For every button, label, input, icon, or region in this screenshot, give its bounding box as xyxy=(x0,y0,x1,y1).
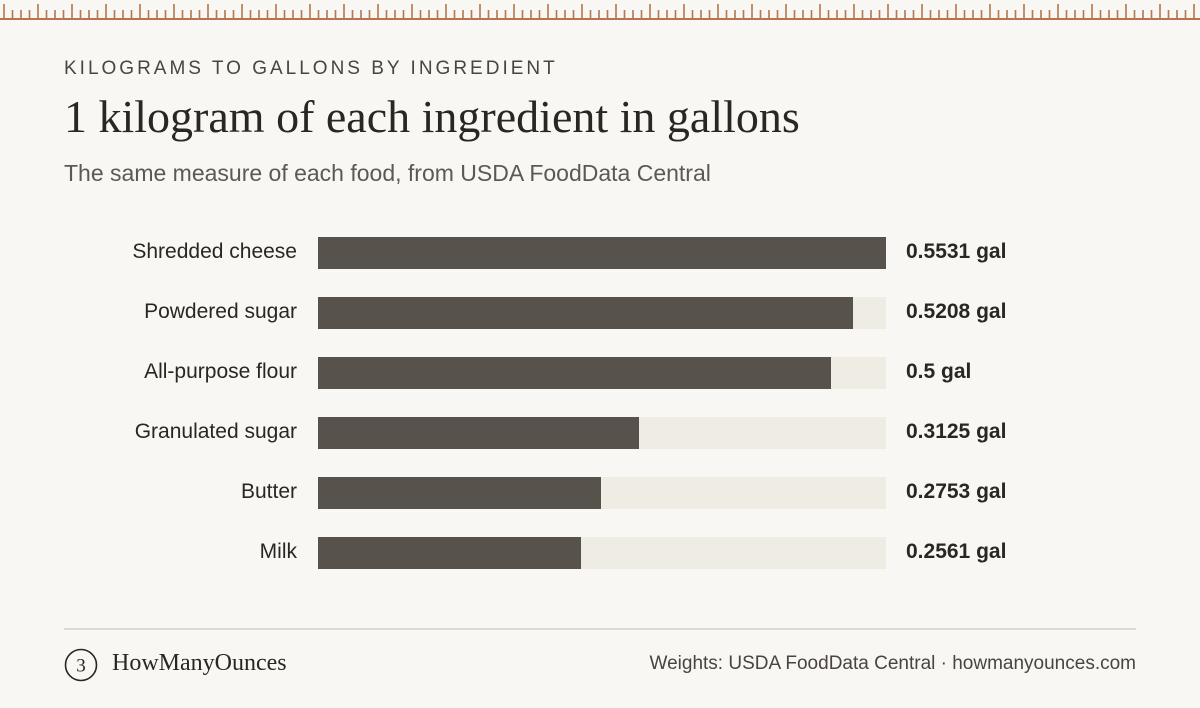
value-label: 0.2561 gal xyxy=(906,540,1007,563)
bar-track xyxy=(318,357,886,389)
bar-row: Shredded cheese 0.5531 gal xyxy=(0,235,1200,269)
bar-row: Granulated sugar 0.3125 gal xyxy=(0,415,1200,449)
eyebrow-label: KILOGRAMS TO GALLONS BY INGREDIENT xyxy=(64,58,558,79)
value-label: 0.5531 gal xyxy=(906,240,1007,263)
bar-chart: Shredded cheese 0.5531 gal Powdered sugar 0… xyxy=(0,230,1200,590)
footer-divider xyxy=(64,628,1136,630)
bar-row: Milk 0.2561 gal xyxy=(0,535,1200,569)
category-label: Milk xyxy=(259,540,297,563)
bar xyxy=(318,537,581,569)
bar-row: Powdered sugar 0.5208 gal xyxy=(0,295,1200,329)
bar-track xyxy=(318,537,886,569)
category-label: All-purpose flour xyxy=(144,360,297,383)
chart-title: 1 kilogram of each ingredient in gallons xyxy=(64,91,800,142)
bar xyxy=(318,237,886,269)
bar-row: All-purpose flour 0.5 gal xyxy=(0,355,1200,389)
brand-name: HowManyOunces xyxy=(112,650,287,676)
value-label: 0.5 gal xyxy=(906,360,972,383)
bar xyxy=(318,417,639,449)
value-label: 0.3125 gal xyxy=(906,420,1007,443)
bar xyxy=(318,477,601,509)
footer-source-note: Weights: USDA FoodData Central · howmany… xyxy=(649,653,1136,674)
category-label: Shredded cheese xyxy=(132,240,297,263)
category-label: Granulated sugar xyxy=(134,420,297,443)
bar-track xyxy=(318,417,886,449)
chart-subtitle: The same measure of each food, from USDA… xyxy=(64,160,711,186)
bar-track xyxy=(318,237,886,269)
category-label: Butter xyxy=(240,480,297,503)
ruler-border xyxy=(0,4,1200,20)
brand-logo-icon: 3 xyxy=(64,648,98,682)
bar xyxy=(318,357,831,389)
value-label: 0.2753 gal xyxy=(906,480,1007,503)
value-label: 0.5208 gal xyxy=(906,300,1007,323)
bar xyxy=(318,297,853,329)
category-label: Powdered sugar xyxy=(144,300,297,323)
bar-track xyxy=(318,477,886,509)
brand-logo-glyph: 3 xyxy=(76,656,86,677)
bar-row: Butter 0.2753 gal xyxy=(0,475,1200,509)
bar-track xyxy=(318,297,886,329)
